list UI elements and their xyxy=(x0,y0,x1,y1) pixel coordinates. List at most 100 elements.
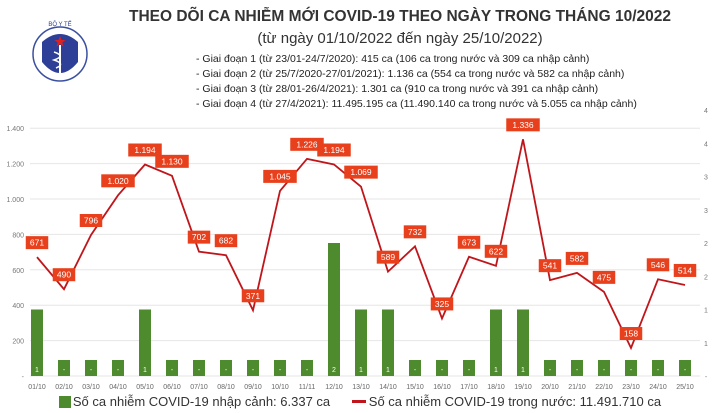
line-data-label: 1.069 xyxy=(350,167,372,177)
bar xyxy=(355,309,367,376)
bar xyxy=(220,360,232,376)
left-axis-tick-label: 400 xyxy=(12,303,24,310)
bar xyxy=(382,309,394,376)
x-tick-label: 13/10 xyxy=(352,384,370,391)
x-tick-label: 17/10 xyxy=(460,384,478,391)
bar xyxy=(490,309,502,376)
line-data-label: 475 xyxy=(597,272,611,282)
line-data-label-box xyxy=(52,268,76,282)
bar xyxy=(409,360,421,376)
bar-data-label: - xyxy=(441,367,444,374)
bar xyxy=(652,360,664,376)
bar-data-label: 1 xyxy=(521,367,525,374)
phase-note-1: - Giai đoạn 1 (từ 23/01-24/7/2020): 415 … xyxy=(196,53,590,65)
line-data-label-box xyxy=(376,250,400,264)
line-data-label: 1.045 xyxy=(269,171,291,181)
bar xyxy=(166,360,178,376)
x-tick-label: 19/10 xyxy=(514,384,532,391)
bar xyxy=(193,360,205,376)
x-tick-label: 15/10 xyxy=(406,384,424,391)
x-tick-label: 07/10 xyxy=(190,384,208,391)
line-data-label-box xyxy=(79,213,103,227)
bar xyxy=(625,360,637,376)
line-data-label-box xyxy=(430,297,454,311)
line-data-label: 582 xyxy=(570,253,584,263)
line-data-label-box xyxy=(484,244,508,258)
line-data-label-box xyxy=(263,169,297,183)
line-data-label-box xyxy=(290,137,324,151)
bar-data-label: - xyxy=(198,367,201,374)
left-axis-tick-label: 600 xyxy=(12,268,24,275)
bar-data-label: 1 xyxy=(494,367,498,374)
bar-data-label: - xyxy=(576,367,579,374)
line-data-label: 514 xyxy=(678,265,692,275)
chart-subtitle: (từ ngày 01/10/2022 đến ngày 25/10/2022) xyxy=(257,30,543,47)
line-data-label: 371 xyxy=(246,291,260,301)
x-tick-label: 16/10 xyxy=(433,384,451,391)
x-tick-label: 10/10 xyxy=(271,384,289,391)
line-data-label-box xyxy=(101,174,135,188)
legend-swatch-line xyxy=(351,400,366,404)
bar-data-label: - xyxy=(657,367,660,374)
bar-data-label: - xyxy=(90,367,93,374)
line-data-label: 541 xyxy=(543,261,557,271)
right-axis-tick-label: 2 xyxy=(704,241,708,248)
bar xyxy=(463,360,475,376)
ministry-of-health-logo: BỘ Y TẾ xyxy=(30,12,90,92)
line-data-label-box xyxy=(403,225,427,239)
right-axis-tick-label: 1 xyxy=(704,341,708,348)
bar-data-label: - xyxy=(468,367,471,374)
bar-data-label: - xyxy=(603,367,606,374)
x-tick-label: 14/10 xyxy=(379,384,397,391)
bar-data-label: - xyxy=(171,367,174,374)
bar-data-label: - xyxy=(630,367,633,374)
line-data-label: 1.194 xyxy=(323,145,345,155)
x-tick-label: 22/10 xyxy=(595,384,613,391)
line-data-label-box xyxy=(592,270,616,284)
right-axis-tick-label: 4 xyxy=(704,141,708,148)
legend-label-bar: Số ca nhiễm COVID-19 nhập cảnh: 6.337 ca xyxy=(72,394,331,410)
x-tick-label: 11/11 xyxy=(299,384,316,391)
line-data-label-box xyxy=(155,154,189,168)
legend: Số ca nhiễm COVID-19 nhập cảnh: 6.337 ca… xyxy=(0,393,720,409)
line-data-label: 490 xyxy=(57,270,71,280)
line-data-label: 732 xyxy=(408,227,422,237)
line-data-label: 158 xyxy=(624,329,638,339)
line-data-label: 796 xyxy=(84,215,98,225)
x-tick-label: 05/10 xyxy=(136,384,154,391)
phase-notes: - Giai đoạn 1 (từ 23/01-24/7/2020): 415 … xyxy=(196,52,637,112)
line-data-label-box xyxy=(457,235,481,249)
bar-data-label: - xyxy=(225,367,228,374)
left-axis-tick-label: 1.400 xyxy=(6,126,24,133)
x-tick-label: 08/10 xyxy=(217,384,235,391)
line-data-label-box xyxy=(128,143,162,157)
line-data-label-box xyxy=(241,289,265,303)
phase-note-4: - Giai đoạn 4 (từ 27/4/2021): 11.495.195… xyxy=(196,98,637,110)
line-data-label: 682 xyxy=(219,236,233,246)
line-data-label-box xyxy=(646,258,670,272)
bar xyxy=(274,360,286,376)
line-data-label-box xyxy=(214,234,238,248)
right-axis-tick-label: 4 xyxy=(704,108,708,115)
phase-note-3: - Giai đoạn 3 (từ 28/01-26/4/2021): 1.30… xyxy=(196,83,599,95)
left-axis-tick-label: 1.000 xyxy=(6,197,24,204)
bar xyxy=(139,309,151,376)
bar-data-label: 1 xyxy=(143,367,147,374)
x-tick-label: 04/10 xyxy=(109,384,127,391)
right-axis-tick-label: 3 xyxy=(704,208,708,215)
x-tick-label: 02/10 xyxy=(55,384,73,391)
line-data-label-box xyxy=(673,263,697,277)
line-data-label: 1.336 xyxy=(512,120,534,130)
line-data-label-box xyxy=(344,165,378,179)
right-axis-tick-label: 3 xyxy=(704,175,708,182)
bar-data-label: - xyxy=(549,367,552,374)
line-data-label: 622 xyxy=(489,246,503,256)
chart-title: THEO DÕI CA NHIỄM MỚI COVID-19 THEO NGÀY… xyxy=(128,8,672,25)
x-tick-label: 21/10 xyxy=(568,384,586,391)
line-data-label: 546 xyxy=(651,260,665,270)
left-axis-tick-label: 200 xyxy=(12,339,24,346)
bar xyxy=(544,360,556,376)
line-data-label: 589 xyxy=(381,252,395,262)
bar-data-label: - xyxy=(279,367,282,374)
